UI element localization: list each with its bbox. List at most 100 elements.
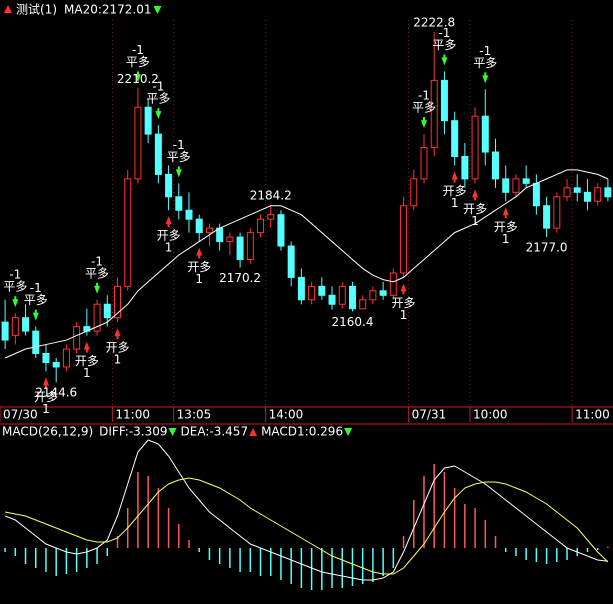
buy-arrow-stem	[402, 290, 405, 295]
buy-arrow-stem	[167, 223, 170, 228]
candle-body	[11, 317, 19, 337]
signal-qty: 1	[83, 366, 91, 380]
signal-qty: -1	[91, 254, 103, 268]
candle-body	[124, 178, 132, 287]
sell-arrow-stem	[136, 71, 139, 76]
buy-arrow	[196, 247, 203, 256]
candle-body	[389, 272, 397, 296]
trend-arrow	[344, 428, 353, 436]
sell-arrow-stem	[484, 72, 487, 77]
price-annotation: 2177.0	[526, 241, 568, 255]
signal-qty: -1	[418, 89, 430, 103]
header-icon	[4, 5, 12, 13]
signal-qty: -1	[438, 26, 450, 40]
candle-body	[195, 218, 203, 234]
signal-label: 开多	[494, 220, 518, 234]
sell-arrow	[12, 299, 19, 308]
candle-body	[318, 285, 326, 296]
candle-body	[267, 214, 275, 220]
candle-body	[103, 303, 111, 319]
candle-body	[175, 196, 183, 211]
sell-arrow	[175, 169, 182, 178]
signal-qty: 1	[471, 214, 479, 228]
signal-label: 平多	[432, 38, 456, 52]
candle-body	[1, 321, 9, 341]
candle-body	[400, 205, 408, 274]
candle-body	[328, 294, 336, 305]
buy-arrow-stem	[453, 178, 456, 183]
price-annotation: 2210.2	[117, 72, 159, 86]
candle-body	[532, 182, 540, 207]
sell-arrow	[441, 57, 448, 66]
candle-body	[73, 326, 81, 350]
signal-qty: 1	[114, 353, 122, 367]
macd-readout: DEA:-3.457	[181, 425, 249, 439]
sell-arrow-stem	[157, 108, 160, 113]
candle-body	[440, 79, 448, 122]
candle-body	[32, 330, 40, 355]
candle-body	[563, 187, 571, 198]
signal-label: 开多	[392, 296, 416, 310]
x-tick-label: 14:00	[269, 408, 304, 422]
candle-body	[553, 196, 561, 229]
signal-label: 平多	[24, 293, 48, 307]
signal-label: 开多	[105, 341, 129, 355]
signal-label: 平多	[412, 101, 436, 115]
candle-body	[471, 115, 479, 180]
signal-label: 开多	[463, 202, 487, 216]
candle-body	[205, 227, 213, 234]
signal-qty: -1	[132, 43, 144, 57]
buy-arrow	[83, 341, 90, 350]
buy-arrow	[400, 283, 407, 292]
candle-body	[461, 155, 469, 180]
x-tick-label: 10:00	[473, 408, 508, 422]
sell-arrow-stem	[14, 296, 17, 301]
price-annotation: 2222.8	[413, 16, 455, 30]
candle-body	[359, 299, 367, 310]
x-tick-label: 07/31	[412, 408, 447, 422]
candle-body	[62, 348, 70, 368]
price-annotation: 2170.2	[219, 271, 261, 285]
dea-line	[5, 477, 609, 575]
candle-body	[236, 236, 244, 260]
candle-body	[42, 353, 50, 363]
macd-readout: DIFF:-3.309	[99, 425, 167, 439]
candle-body	[502, 178, 510, 193]
candle-body	[583, 191, 591, 202]
macd-readout: MACD1:0.296	[261, 425, 343, 439]
buy-arrow-stem	[44, 384, 47, 389]
candle-body	[52, 361, 60, 368]
candle-body	[338, 285, 346, 305]
signal-label: 平多	[167, 150, 191, 164]
candle-body	[369, 290, 377, 301]
sell-arrow-stem	[96, 282, 99, 287]
trend-arrow	[249, 428, 258, 436]
signal-label: 平多	[3, 280, 27, 294]
candle-body	[93, 303, 101, 332]
price-annotation: 2160.4	[331, 315, 373, 329]
sell-arrow	[134, 74, 141, 83]
signal-label: 开多	[75, 354, 99, 368]
x-tick-label: 13:05	[177, 408, 212, 422]
diff-line	[4, 439, 608, 581]
signal-label: 开多	[443, 184, 467, 198]
macd-title: MACD(26,12,9)	[2, 425, 93, 439]
candle-body	[512, 178, 520, 193]
signal-qty: 1	[451, 196, 459, 210]
trend-arrow	[153, 6, 162, 14]
candle-body	[573, 187, 581, 193]
buy-arrow-stem	[198, 254, 201, 259]
signal-label: 开多	[187, 260, 211, 274]
signal-qty: -1	[30, 281, 42, 295]
candle-body	[481, 115, 489, 153]
signal-label: 开多	[34, 390, 58, 404]
candle-body	[277, 214, 285, 247]
candle-body	[257, 218, 265, 234]
candle-body	[297, 276, 305, 301]
candle-body	[420, 147, 428, 180]
sell-arrow	[94, 285, 101, 294]
buy-arrow	[165, 216, 172, 225]
chart-title: 测试(1)	[16, 2, 57, 17]
